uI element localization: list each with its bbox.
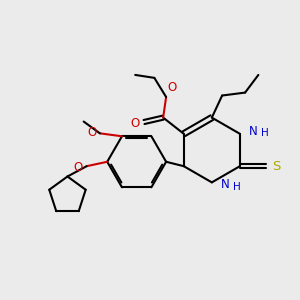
Text: O: O <box>74 161 83 174</box>
Text: O: O <box>130 117 140 130</box>
Text: N: N <box>249 125 258 138</box>
Text: N: N <box>221 178 230 191</box>
Text: O: O <box>168 81 177 94</box>
Text: S: S <box>272 160 280 173</box>
Text: H: H <box>261 128 269 138</box>
Text: H: H <box>233 182 241 191</box>
Text: O: O <box>87 126 96 139</box>
